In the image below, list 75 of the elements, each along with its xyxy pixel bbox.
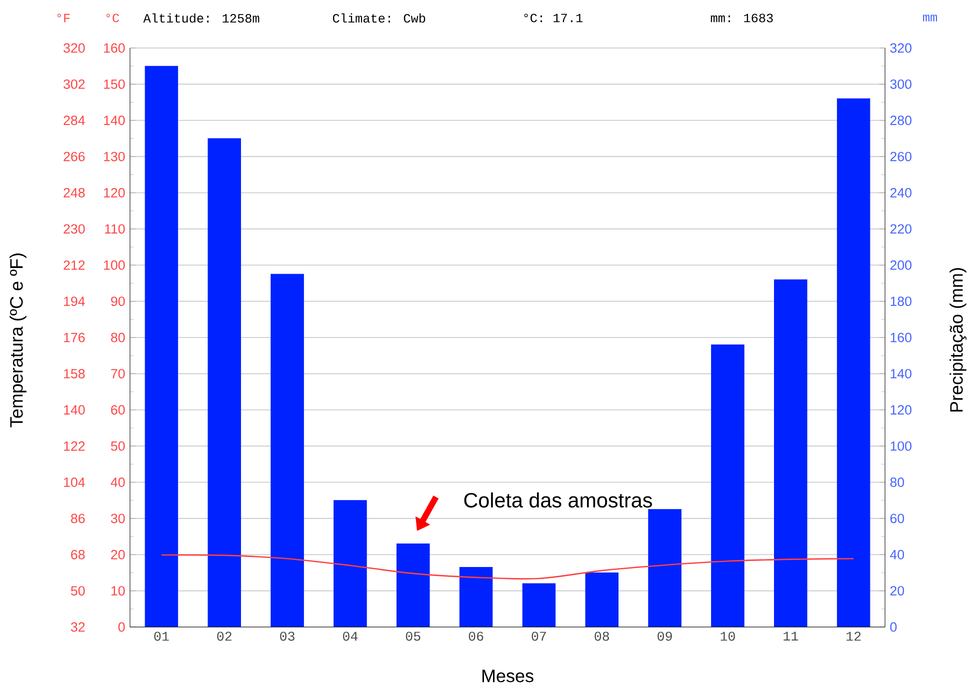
text: °F [57, 14, 70, 22]
y-tick-label: 160 [104, 43, 125, 53]
y2-tick-label: 0 [890, 622, 897, 632]
y-tick-label: 100 [104, 260, 125, 270]
y2-tick-label: 160 [890, 332, 912, 342]
x-tick-label: 06 [468, 632, 484, 641]
y2-tick-label: 100 [890, 441, 912, 451]
text: °C: 17.1 [524, 14, 582, 22]
y2-axis-title: Precipitação (mm) [950, 268, 966, 412]
annotation: Coleta das amostras [464, 492, 652, 508]
y3-tick-label: 32 [70, 622, 85, 632]
y-tick-label: 90 [111, 296, 125, 306]
y3-tick-label: 104 [64, 478, 85, 487]
text: mm [923, 14, 937, 22]
y-tick-label: 50 [111, 441, 125, 451]
y3-tick-label: 212 [64, 260, 85, 270]
y2-tick-label: 200 [890, 260, 912, 270]
y2-tick-label: 220 [890, 224, 912, 234]
y2-tick-label: 120 [890, 405, 912, 415]
y-tick-label: 110 [105, 224, 125, 234]
text: mm: 1683 [710, 14, 773, 22]
y-tick-label: 40 [110, 478, 125, 487]
y2-tick-label: 60 [890, 514, 904, 524]
x-tick-label: 01 [154, 632, 169, 641]
y-tick-label: 130 [104, 152, 125, 162]
y3-tick-label: 194 [64, 296, 85, 306]
x-tick-label: 10 [720, 632, 735, 641]
y3-tick-label: 176 [64, 332, 85, 342]
x-tick-label: 05 [406, 632, 420, 641]
y-tick-label: 20 [111, 550, 125, 560]
y2-tick-label: 80 [890, 478, 904, 487]
y3-tick-label: 158 [64, 368, 85, 378]
y-tick-label: 10 [111, 586, 125, 596]
y3-tick-label: 140 [64, 405, 85, 415]
x-tick-label: 09 [658, 632, 672, 641]
x-tick-label: 07 [532, 632, 546, 641]
y2-tick-label: 320 [890, 43, 912, 53]
y3-tick-label: 266 [64, 152, 85, 162]
text: Altitude: 1258m [143, 13, 260, 23]
y-tick-label: 30 [110, 514, 125, 524]
y2-tick-label: 140 [890, 368, 912, 378]
y2-tick-label: 180 [890, 296, 912, 306]
y2-tick-label: 300 [890, 79, 912, 89]
text: Climate: Cwb [332, 13, 426, 23]
x-axis-title: Meses [482, 670, 534, 682]
y3-tick-label: 284 [64, 116, 85, 126]
x-tick-label: 03 [280, 632, 294, 641]
x-tick-label: 02 [217, 632, 232, 641]
y3-tick-label: 86 [71, 514, 85, 524]
y3-tick-label: 302 [64, 79, 85, 89]
y2-tick-label: 280 [890, 116, 912, 126]
x-tick-label: 11 [784, 632, 798, 640]
y3-tick-label: 68 [71, 550, 85, 560]
y-tick-label: 150 [104, 79, 125, 89]
y2-tick-label: 260 [890, 152, 912, 162]
y3-tick-label: 230 [64, 224, 85, 234]
y-tick-label: 140 [104, 116, 125, 126]
y-tick-label: 120 [104, 188, 125, 198]
y-tick-label: 60 [111, 405, 125, 415]
text: °C [106, 14, 120, 22]
line-series [160, 554, 854, 580]
y3-tick-label: 50 [71, 586, 85, 596]
x-tick-label: 12 [846, 632, 861, 641]
y-tick-label: 70 [111, 368, 125, 378]
y2-tick-label: 20 [890, 586, 904, 596]
y2-tick-label: 40 [890, 550, 904, 560]
x-tick-label: 08 [594, 632, 610, 641]
y-tick-label: 0 [118, 622, 125, 632]
x-tick-label: 04 [343, 632, 358, 641]
y2-tick-label: 240 [890, 188, 912, 198]
y3-tick-label: 320 [64, 43, 85, 53]
y-axis-title: Temperatura (ºC e ºF) [10, 254, 26, 428]
y-tick-label: 80 [111, 332, 125, 342]
y3-tick-label: 122 [64, 441, 85, 451]
y3-tick-label: 248 [64, 188, 85, 198]
